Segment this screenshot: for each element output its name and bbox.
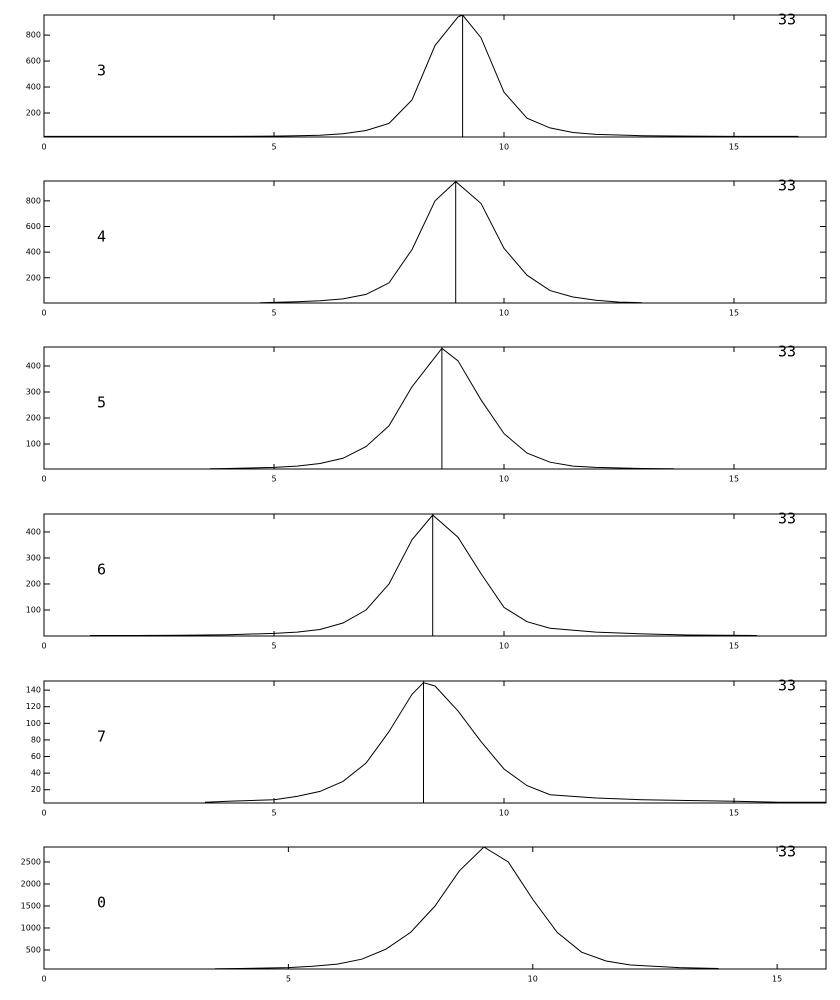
x-tick-label: 5	[271, 309, 276, 318]
y-tick-label: 300	[26, 388, 41, 397]
x-tick-label: 15	[729, 309, 739, 318]
x-tick-label: 10	[499, 642, 509, 651]
corner-label: 33	[778, 343, 796, 361]
y-tick-label: 100	[26, 440, 41, 449]
y-tick-label: 400	[26, 248, 41, 257]
y-tick-label: 600	[26, 222, 41, 231]
plot-frame	[43, 846, 827, 970]
x-tick-label: 5	[271, 143, 276, 152]
y-tick-label: 200	[26, 108, 41, 117]
panel-label: 3	[97, 62, 106, 80]
profile-curve	[204, 682, 826, 803]
plot-frame	[43, 680, 827, 804]
x-tick-label: 0	[41, 809, 46, 818]
x-tick-label: 0	[41, 475, 46, 484]
x-tick-label: 0	[41, 642, 46, 651]
panel-label: 4	[97, 228, 106, 246]
y-tick-label: 300	[26, 553, 41, 562]
y-tick-label: 1500	[21, 901, 41, 910]
y-tick-label: 80	[31, 735, 41, 744]
x-tick-label: 0	[41, 309, 46, 318]
panel-label: 5	[97, 394, 106, 412]
y-tick-label: 200	[26, 579, 41, 588]
y-tick-label: 100	[26, 719, 41, 728]
x-tick-label: 0	[41, 143, 46, 152]
x-tick-label: 15	[772, 975, 782, 984]
y-tick-label: 1000	[21, 923, 41, 932]
x-tick-label: 10	[528, 975, 538, 984]
y-tick-label: 60	[31, 752, 41, 761]
y-tick-label: 140	[26, 686, 41, 695]
plot-frame	[43, 513, 827, 637]
y-tick-label: 2000	[21, 879, 41, 888]
profile-curve	[44, 14, 799, 137]
y-tick-label: 400	[26, 527, 41, 536]
y-tick-label: 200	[26, 414, 41, 423]
corner-label: 33	[778, 11, 796, 29]
corner-label: 33	[778, 843, 796, 861]
panel-label: 7	[97, 728, 106, 746]
x-tick-label: 15	[729, 642, 739, 651]
y-tick-label: 120	[26, 702, 41, 711]
plot-frame	[43, 180, 827, 304]
y-tick-label: 500	[26, 945, 41, 954]
x-tick-label: 5	[271, 642, 276, 651]
x-tick-label: 15	[729, 143, 739, 152]
x-tick-label: 15	[729, 475, 739, 484]
panel-label: 6	[97, 561, 106, 579]
corner-label: 33	[778, 177, 796, 195]
x-tick-label: 10	[499, 143, 509, 152]
x-tick-label: 10	[499, 309, 509, 318]
y-tick-label: 20	[31, 785, 41, 794]
profile-curve	[260, 180, 643, 304]
corner-label: 33	[778, 510, 796, 528]
y-tick-label: 200	[26, 273, 41, 282]
corner-label: 33	[778, 677, 796, 695]
x-tick-label: 15	[729, 809, 739, 818]
plot-frame	[43, 346, 827, 470]
x-tick-label: 10	[499, 475, 509, 484]
y-tick-label: 800	[26, 196, 41, 205]
y-tick-label: 40	[31, 769, 41, 778]
x-tick-label: 10	[499, 809, 509, 818]
x-tick-label: 5	[271, 475, 276, 484]
y-tick-label: 2500	[21, 857, 41, 866]
y-tick-label: 100	[26, 605, 41, 614]
profile-curve	[90, 514, 758, 636]
plot-frame	[43, 14, 827, 138]
profile-curve	[215, 846, 719, 970]
y-tick-label: 400	[26, 83, 41, 92]
y-tick-label: 400	[26, 361, 41, 370]
y-tick-label: 600	[26, 57, 41, 66]
panel-label: 0	[97, 894, 106, 912]
x-tick-label: 5	[271, 809, 276, 818]
x-tick-label: 0	[41, 975, 46, 984]
y-tick-label: 800	[26, 31, 41, 40]
x-tick-label: 5	[286, 975, 291, 984]
